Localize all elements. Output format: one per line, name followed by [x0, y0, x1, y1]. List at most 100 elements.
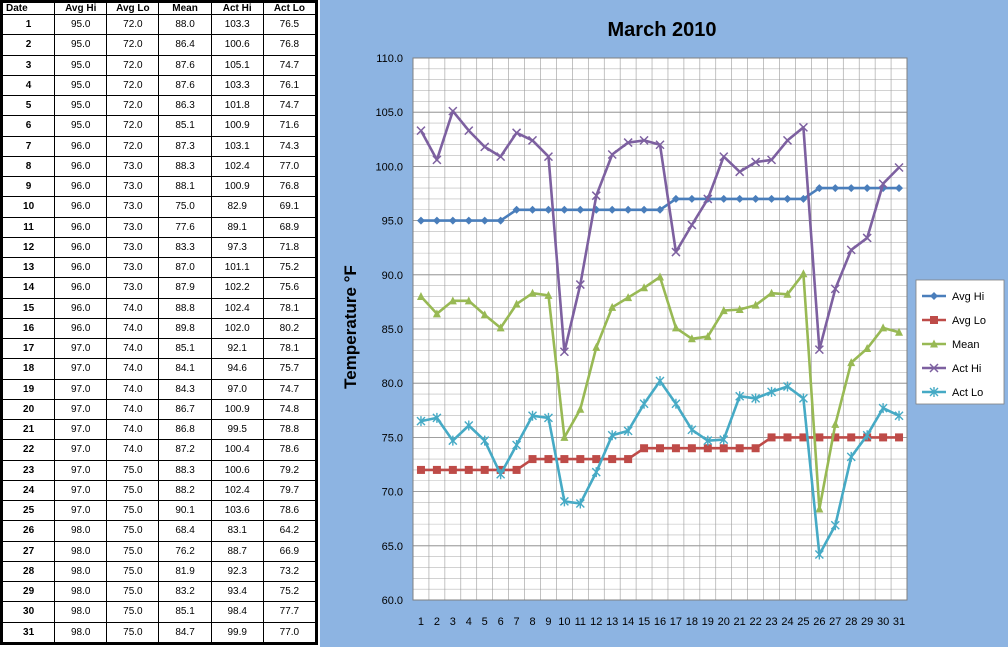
data-point-mean [687, 334, 696, 343]
data-point-mean [624, 293, 633, 302]
table-row: 26 98.0 75.0 68.4 83.1 64.2 [1, 520, 317, 542]
table-cell: 68.4 [158, 520, 212, 542]
table-cell: 101.8 [210, 94, 264, 117]
data-point-act-hi [591, 191, 601, 201]
table-cell: 30 [1, 601, 56, 623]
data-point-mean [799, 269, 808, 278]
data-point-mean [592, 342, 601, 351]
table-row: 12 96.0 73.0 83.3 97.3 71.8 [1, 236, 317, 259]
table-cell: 27 [1, 540, 56, 562]
data-point-avg-hi [799, 194, 808, 203]
table-cell: 83.1 [210, 520, 264, 542]
data-point-act-lo [623, 425, 633, 436]
x-tick-label: 10 [558, 616, 570, 628]
table-cell: 93.4 [210, 580, 264, 603]
data-point-avg-lo [799, 433, 808, 442]
x-tick-label: 14 [622, 616, 634, 628]
table-cell: 74.3 [262, 135, 317, 157]
data-point-avg-hi [847, 184, 856, 193]
table-row: 15 96.0 74.0 88.8 102.4 78.1 [1, 297, 317, 319]
data-point-act-hi [735, 167, 745, 177]
table-cell: 95.0 [54, 54, 108, 76]
table-cell: 74.0 [106, 317, 160, 340]
data-table-panel: Date Avg Hi Avg Lo Mean Act Hi Act Lo 1 95.0 72… [0, 0, 318, 645]
data-point-act-hi [559, 347, 569, 357]
data-point-avg-lo [592, 455, 601, 464]
table-cell: 97.0 [54, 398, 108, 421]
table-cell: 75.0 [106, 499, 160, 522]
table-cell: 78.1 [262, 337, 317, 360]
y-tick-label: 85.0 [382, 324, 403, 336]
x-tick-label: 16 [654, 616, 666, 628]
table-cell: 97.3 [210, 236, 264, 259]
series-avg-lo [416, 433, 904, 474]
data-point-act-lo [480, 435, 490, 446]
table-cell: 87.0 [158, 256, 212, 279]
table-row: 13 96.0 73.0 87.0 101.1 75.2 [1, 256, 317, 279]
table-cell: 74.8 [262, 398, 317, 421]
table-header-cell: Date [1, 2, 56, 15]
table-cell: 90.1 [158, 499, 212, 522]
table-cell: 85.1 [158, 115, 212, 137]
table-row: 7 96.0 72.0 87.3 103.1 74.3 [1, 135, 317, 157]
table-cell: 95.0 [54, 74, 108, 97]
table-header-cell: Avg Lo [106, 2, 160, 15]
data-point-avg-lo [656, 444, 664, 453]
data-point-avg-lo [879, 433, 888, 442]
table-row: 2 95.0 72.0 86.4 100.6 76.8 [1, 34, 317, 56]
data-point-act-hi [814, 345, 824, 355]
table-cell: 87.6 [158, 74, 212, 97]
table-cell: 75.0 [106, 540, 160, 562]
data-point-avg-lo [512, 465, 521, 474]
table-cell: 88.7 [210, 540, 264, 562]
table-cell: 88.8 [158, 297, 212, 319]
x-tick-label: 3 [450, 616, 456, 628]
data-point-act-hi [575, 280, 585, 290]
table-cell: 1 [1, 13, 56, 36]
data-point-act-lo [575, 498, 585, 509]
data-point-mean [640, 283, 649, 292]
data-point-mean [783, 289, 792, 298]
table-cell: 75.0 [106, 580, 160, 603]
data-point-avg-hi [863, 184, 872, 193]
table-cell: 98.0 [54, 560, 108, 583]
data-point-avg-hi [831, 184, 840, 193]
table-cell: 77.0 [262, 155, 317, 178]
legend-marker [930, 339, 938, 348]
table-cell: 75.0 [106, 459, 160, 481]
data-point-act-hi [687, 220, 697, 230]
data-point-act-lo [464, 420, 474, 431]
data-point-act-lo [798, 393, 808, 404]
table-cell: 97.0 [54, 358, 108, 380]
table-cell: 74.7 [262, 378, 317, 400]
data-point-avg-hi [560, 205, 569, 214]
table-cell: 19 [1, 378, 56, 400]
data-point-avg-hi [783, 194, 792, 203]
data-point-avg-hi [544, 205, 553, 214]
data-point-mean [464, 296, 473, 305]
table-cell: 98.0 [54, 601, 108, 623]
data-point-mean [432, 309, 441, 318]
table-row: 5 95.0 72.0 86.3 101.8 74.7 [1, 94, 317, 117]
table-cell: 74.0 [106, 358, 160, 380]
table-row: 4 95.0 72.0 87.6 103.3 76.1 [1, 74, 317, 97]
table-cell: 22 [1, 439, 56, 461]
data-point-mean [560, 432, 569, 441]
table-cell: 73.0 [106, 155, 160, 178]
table-row: 23 97.0 75.0 88.3 100.6 79.2 [1, 459, 317, 481]
table-cell: 98.0 [54, 540, 108, 562]
x-tick-label: 29 [861, 616, 873, 628]
table-row: 18 97.0 74.0 84.1 94.6 75.7 [1, 358, 317, 380]
series-act-lo [416, 376, 904, 560]
table-cell: 75.2 [262, 256, 317, 279]
table-cell: 78.1 [262, 297, 317, 319]
data-point-avg-lo [640, 444, 649, 453]
table-cell: 80.2 [262, 317, 317, 340]
table-cell: 13 [1, 256, 56, 279]
table-cell: 85.1 [158, 337, 212, 360]
legend [915, 279, 1005, 405]
table-cell: 18 [1, 358, 56, 380]
table-cell: 69.1 [262, 196, 317, 218]
data-point-act-lo [543, 412, 553, 423]
data-point-act-lo [751, 393, 761, 404]
